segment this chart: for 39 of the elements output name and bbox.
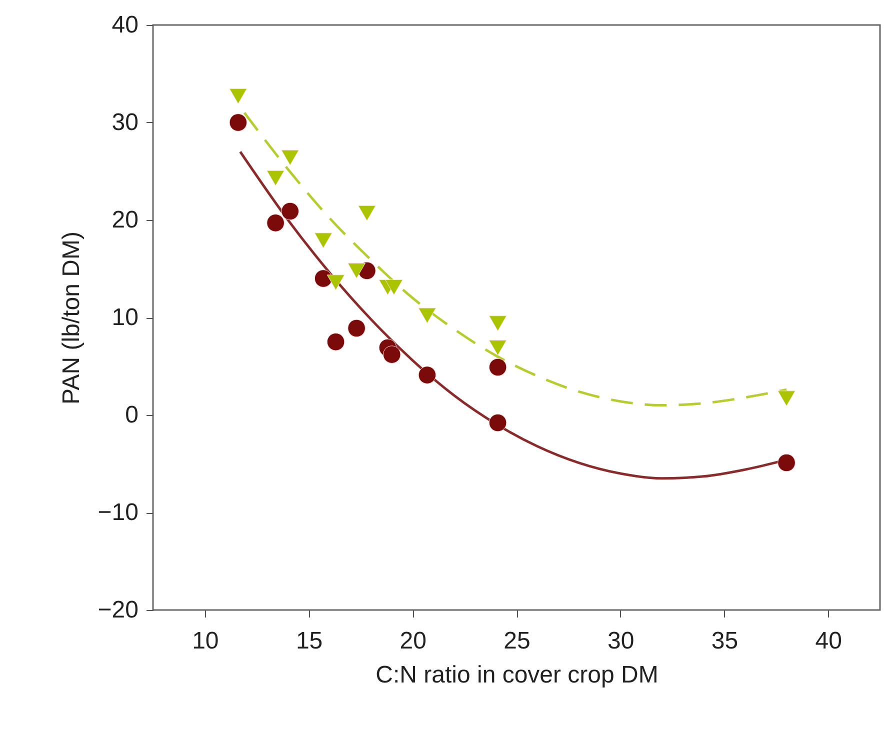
y-tick-label: −20 [98, 596, 138, 624]
point [281, 202, 299, 220]
point [488, 358, 507, 376]
y-tick-label: 20 [112, 206, 138, 234]
point [358, 205, 376, 221]
point [778, 454, 796, 472]
point [778, 390, 796, 406]
x-axis-title: C:N ratio in cover crop DM [376, 662, 658, 688]
y-tick-label: 30 [112, 109, 138, 136]
point [266, 214, 284, 232]
point [418, 366, 436, 384]
point [314, 232, 332, 248]
y-axis-title: PAN (lb/ton DM) [58, 232, 85, 404]
x-tick-label: 40 [815, 628, 842, 654]
y-tick-label: 10 [112, 304, 138, 331]
x-tick-label: 20 [400, 628, 426, 654]
point [382, 346, 401, 364]
x-tick-label: 35 [711, 628, 738, 654]
point [326, 274, 345, 290]
point [326, 332, 345, 351]
point [281, 150, 299, 166]
point [348, 262, 366, 278]
point [229, 88, 248, 104]
point [314, 270, 332, 288]
point [488, 316, 507, 332]
x-tick-label: 30 [608, 628, 634, 654]
y-tick-label: 40 [112, 12, 138, 38]
point [266, 170, 284, 186]
point [418, 308, 436, 324]
x-tick-label: 10 [192, 628, 219, 654]
y-tick-label: −10 [98, 499, 138, 526]
x-tick-label: 15 [296, 628, 323, 654]
point [488, 340, 507, 356]
point [348, 319, 366, 338]
point [488, 414, 507, 432]
point [229, 114, 248, 132]
y-tick-label: 0 [125, 402, 138, 428]
point [385, 280, 403, 296]
x-tick-label: 25 [504, 628, 530, 654]
